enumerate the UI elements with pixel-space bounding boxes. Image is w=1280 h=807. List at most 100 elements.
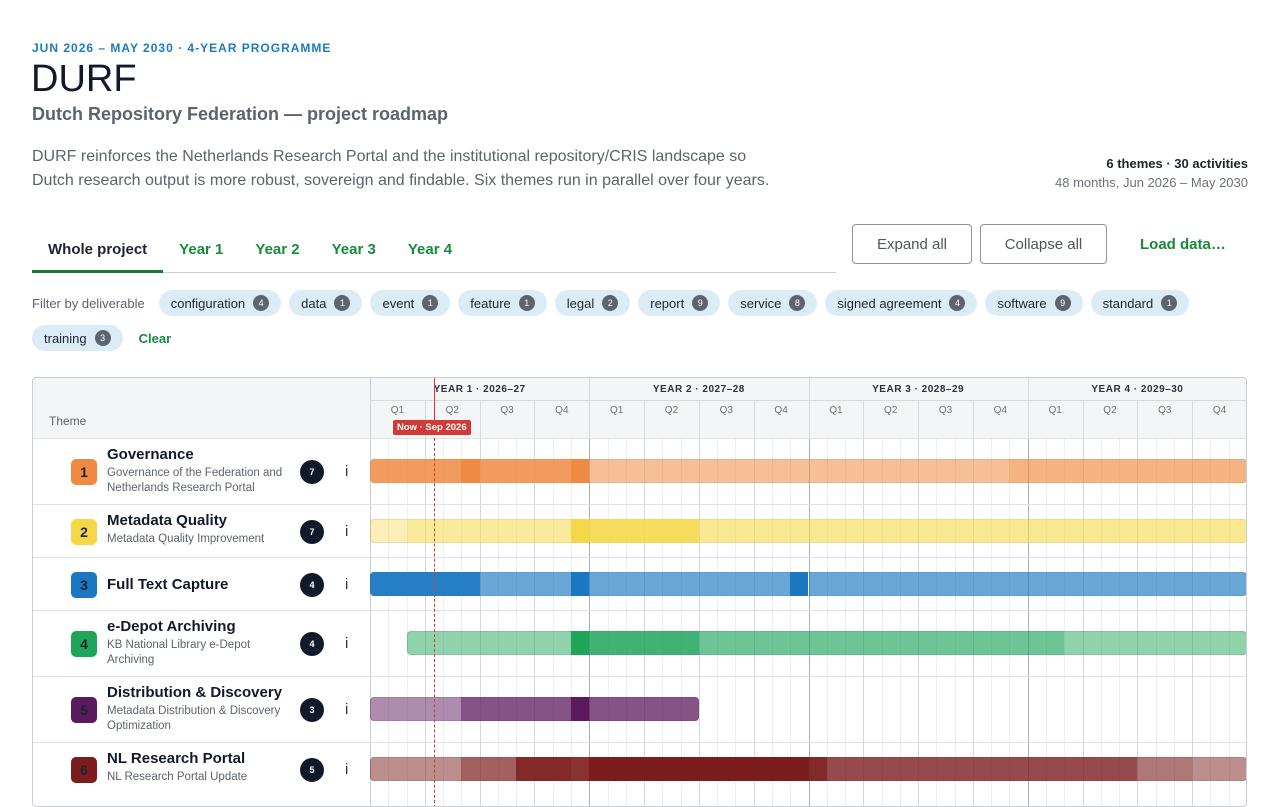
chip-label: legal — [566, 295, 595, 311]
theme-row: 1 Governance Governance of the Federation … — [33, 438, 370, 504]
tab[interactable]: Year 4 — [407, 241, 453, 258]
chip-count: 9 — [692, 295, 709, 311]
chip[interactable]: data 1 — [289, 290, 363, 316]
activity-span — [406, 631, 571, 655]
filter: Filter by deliverable configuration 4 data 1… — [32, 290, 1232, 351]
quarter-label: Q4 — [555, 405, 569, 416]
description: DURF reinforces the Netherlands Research… — [32, 148, 770, 189]
grid-line — [845, 438, 847, 806]
chip[interactable]: signed agreement 4 — [825, 290, 978, 316]
activity-count: 5 — [300, 757, 324, 782]
activity-span — [589, 518, 699, 543]
activity-count: 4 — [300, 572, 324, 597]
chip-label: feature — [470, 295, 511, 311]
theme-description: NL Research Portal Update — [107, 771, 248, 783]
activity-span — [370, 756, 462, 781]
tab[interactable]: Year 3 — [331, 241, 376, 258]
info-button[interactable]: i — [345, 701, 349, 718]
activity-span — [479, 571, 571, 596]
activity-span — [1137, 756, 1193, 781]
tab[interactable]: Year 2 — [255, 241, 300, 258]
grid-line — [516, 438, 518, 806]
chip[interactable]: feature 1 — [458, 290, 547, 316]
grid-line — [753, 438, 755, 806]
chip[interactable]: software 9 — [985, 290, 1083, 316]
grid-line — [991, 438, 993, 806]
header-tick — [479, 400, 481, 438]
tab[interactable]: Whole project — [32, 226, 164, 273]
header-tick — [589, 378, 591, 438]
activity-span — [826, 756, 1138, 781]
chip[interactable]: service 8 — [728, 290, 818, 316]
theme-name: Full Text Capture — [107, 575, 229, 593]
header-tick — [644, 400, 646, 438]
theme-icon: 6 — [71, 756, 97, 783]
activity-span — [589, 756, 809, 781]
activity-count: 7 — [300, 519, 324, 544]
header-tick — [1192, 400, 1194, 438]
info-button[interactable]: i — [345, 522, 349, 540]
header-tick — [918, 400, 920, 438]
theme-bar — [406, 631, 1246, 655]
chip[interactable]: standard 1 — [1090, 290, 1190, 316]
activity-span — [570, 631, 590, 655]
filter-label: Filter by deliverable — [32, 295, 145, 311]
header-tick — [753, 400, 755, 438]
theme-bar — [370, 459, 1246, 483]
activity-span — [461, 756, 517, 781]
grid-line — [1064, 438, 1066, 806]
grid-line — [479, 438, 481, 806]
quarter-label: Q2 — [1103, 405, 1117, 416]
info-button[interactable]: i — [345, 575, 349, 593]
expand-button[interactable]: Expand all — [852, 224, 972, 264]
chip-label: report — [650, 295, 685, 311]
quarter-label: Q3 — [500, 405, 514, 416]
activity-span — [570, 756, 590, 781]
info-button[interactable]: i — [345, 760, 349, 778]
grid-line — [717, 438, 719, 806]
quarter-label: Q3 — [938, 405, 953, 416]
header-tick — [698, 400, 700, 438]
gantt: Theme YEAR 1 · 2026–27 Q1 Q2 Q3 Q4 YEAR 2 · 20… — [32, 377, 1247, 807]
year-label: YEAR 4 · 2029–30 — [1091, 384, 1184, 395]
activity-span — [589, 571, 791, 596]
chip[interactable]: report 9 — [638, 290, 721, 316]
quarter-label: Q2 — [664, 405, 679, 416]
activity-span — [589, 697, 699, 721]
chip-count: 4 — [253, 295, 270, 311]
chip[interactable]: configuration 4 — [158, 290, 282, 316]
theme-bar — [370, 518, 1246, 543]
chip-count: 1 — [518, 295, 535, 311]
info-button[interactable]: i — [345, 635, 349, 652]
grid-line — [1009, 438, 1011, 806]
summary: 6 themes · 30 activities — [1106, 156, 1248, 171]
collapse-button[interactable]: Collapse all — [980, 224, 1107, 264]
chip[interactable]: event 1 — [370, 290, 451, 316]
activity-span — [1192, 756, 1246, 781]
activity-count: 7 — [300, 460, 324, 484]
theme-description: KB National Library e-Depot Archiving — [107, 639, 251, 666]
chip-label: standard — [1102, 295, 1154, 311]
grid-line — [1082, 438, 1084, 806]
row-line — [370, 676, 1246, 677]
chip[interactable]: legal 2 — [554, 290, 631, 316]
grid-line — [388, 438, 390, 806]
row-line — [370, 438, 1246, 439]
activity-span — [589, 459, 1010, 483]
quarter-label: Q4 — [993, 405, 1008, 416]
load-button[interactable]: Load data… — [1140, 236, 1226, 253]
theme-row: 2 Metadata Quality Metadata Quality Improv… — [33, 504, 370, 557]
tab[interactable]: Year 1 — [179, 241, 224, 258]
header-tick — [1027, 378, 1029, 438]
clear-link[interactable]: Clear — [138, 330, 172, 346]
activity-span — [570, 518, 590, 543]
grid-line — [954, 438, 956, 806]
quarter-label: Q2 — [884, 405, 898, 416]
info-button[interactable]: i — [345, 463, 349, 480]
chip[interactable]: training 3 — [32, 325, 123, 351]
grid-line — [1228, 438, 1230, 806]
grid-line — [607, 438, 609, 806]
theme-header: Theme — [49, 414, 87, 428]
chip-count: 1 — [1161, 295, 1178, 311]
quarter-label: Q3 — [719, 405, 733, 416]
